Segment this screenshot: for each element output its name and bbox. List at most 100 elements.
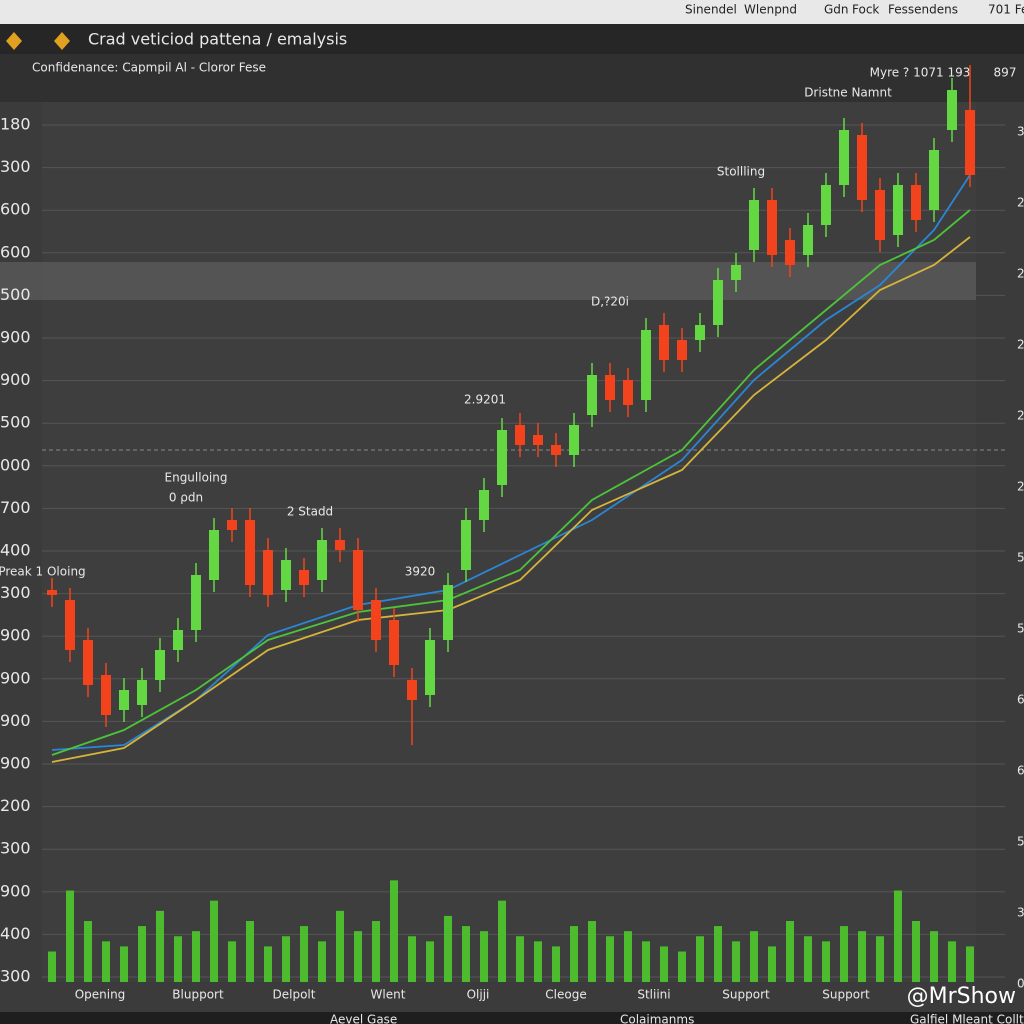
candle-body xyxy=(839,130,849,185)
y-label: 900 xyxy=(0,754,31,773)
x-label: Support xyxy=(822,988,870,1002)
annotation: 0 ρdn xyxy=(169,491,203,505)
moving-average xyxy=(51,174,971,751)
volume-bar xyxy=(408,936,416,982)
candle-body xyxy=(551,445,561,455)
volume-bar xyxy=(48,951,56,982)
toolbar-text: Confidenance: Capmpil Al - Cloror Fese xyxy=(32,61,266,75)
volume-bar xyxy=(462,926,470,982)
title-bar xyxy=(0,24,1024,54)
x-label: Opening xyxy=(75,988,126,1002)
y-label: 000 xyxy=(0,455,31,474)
volume-bar xyxy=(120,946,128,982)
menu-bar xyxy=(0,0,1024,24)
y2-label: 5 xyxy=(1017,551,1024,565)
candle-body xyxy=(407,680,417,700)
volume-bar xyxy=(84,921,92,982)
menu-item: Fessendens xyxy=(888,3,958,17)
annotation: 2.9201 xyxy=(464,393,506,407)
candle-body xyxy=(425,640,435,695)
volume-bar xyxy=(768,946,776,982)
volume-bar xyxy=(858,931,866,982)
y-label: 900 xyxy=(0,668,31,687)
x-label: Blupport xyxy=(172,988,224,1002)
y2-label: 6 xyxy=(1017,764,1024,778)
volume-bar xyxy=(642,941,650,982)
candle-body xyxy=(515,425,525,445)
candle-body xyxy=(335,540,345,550)
y-label: 200 xyxy=(0,796,31,815)
candle-body xyxy=(83,640,93,685)
volume-bar xyxy=(732,941,740,982)
candle-body xyxy=(101,675,111,715)
candle-body xyxy=(497,430,507,485)
annotation: 2 Stadd xyxy=(287,505,333,519)
volume-bar xyxy=(678,951,686,982)
watermark: @MrShow xyxy=(907,984,1016,1009)
candle-body xyxy=(245,520,255,585)
volume-bar xyxy=(102,941,110,982)
annotation: Myre ? 1071 193 xyxy=(870,66,971,80)
volume-bar xyxy=(264,946,272,982)
volume-bar xyxy=(354,931,362,982)
volume-bar xyxy=(210,900,218,982)
y-label: 300 xyxy=(0,157,31,176)
volume-bar xyxy=(138,926,146,982)
candle-body xyxy=(731,265,741,280)
volume-bar xyxy=(606,936,614,982)
volume-bar xyxy=(660,946,668,982)
candle-body xyxy=(785,240,795,265)
candle-body xyxy=(371,600,381,640)
annotation: Engulloing xyxy=(165,471,228,485)
volume-bar xyxy=(534,941,542,982)
candle-body xyxy=(569,425,579,455)
support-zone xyxy=(0,262,976,300)
candle-body xyxy=(623,380,633,405)
volume-bar xyxy=(822,941,830,982)
annotation: Dristne Namnt xyxy=(804,86,892,100)
candle-body xyxy=(749,200,759,250)
bottom-item: Colaimanms xyxy=(620,1013,694,1024)
volume-bar xyxy=(840,926,848,982)
candle-body xyxy=(533,435,543,445)
candle-body xyxy=(461,520,471,570)
y-label: 900 xyxy=(0,328,31,347)
y2-label: 2 xyxy=(1017,480,1024,494)
volume-bar xyxy=(174,936,182,982)
candle-body xyxy=(803,225,813,255)
candle-body xyxy=(965,110,975,175)
x-label: Wlent xyxy=(371,988,406,1002)
x-label: Oljji xyxy=(467,988,490,1002)
y2-label: 5 xyxy=(1017,622,1024,636)
candle-body xyxy=(119,690,129,710)
volume-bar xyxy=(498,900,506,982)
candle-body xyxy=(677,340,687,360)
y-label: 900 xyxy=(0,711,31,730)
candle-body xyxy=(911,185,921,220)
y2-label: 3 xyxy=(1017,125,1024,139)
candle-body xyxy=(281,560,291,590)
volume-bar xyxy=(696,936,704,982)
candle-body xyxy=(857,135,867,200)
y2-label: 0 xyxy=(1017,977,1024,991)
volume-bar xyxy=(372,921,380,982)
annotation: 897 xyxy=(994,66,1017,80)
y-label: 600 xyxy=(0,200,31,219)
y-label: 600 xyxy=(0,242,31,261)
menu-item: Sinendel xyxy=(685,3,737,17)
candle-body xyxy=(209,530,219,580)
volume-bar xyxy=(876,936,884,982)
logo xyxy=(6,32,70,50)
y-label: 300 xyxy=(0,583,31,602)
volume-bar xyxy=(714,926,722,982)
candle-body xyxy=(587,375,597,415)
y2-label: 5 xyxy=(1017,835,1024,849)
menu-item: Wlenpnd xyxy=(744,3,797,17)
y-label: 900 xyxy=(0,626,31,645)
volume-bar xyxy=(318,941,326,982)
volume-bar xyxy=(282,936,290,982)
volume-bar xyxy=(750,931,758,982)
volume-bar xyxy=(300,926,308,982)
candle-body xyxy=(173,630,183,650)
